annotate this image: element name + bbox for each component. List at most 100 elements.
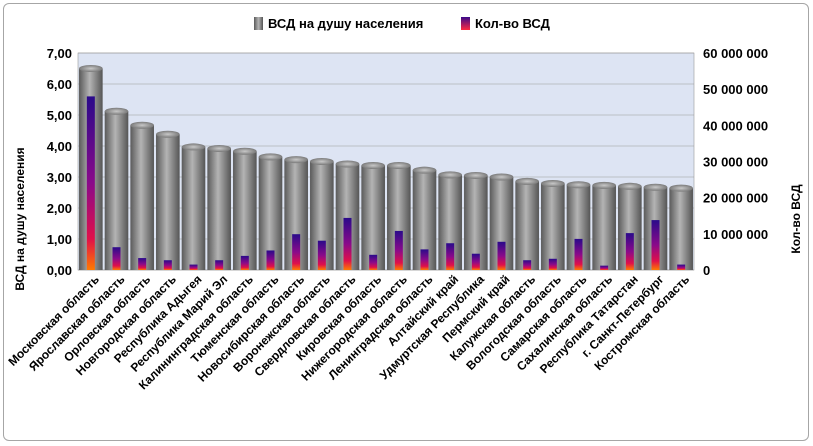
bar-group — [618, 182, 642, 270]
bar-per-capita — [412, 170, 437, 270]
bar-group — [207, 144, 231, 270]
bar-group — [387, 162, 411, 270]
bar-per-capita — [618, 186, 642, 270]
bar-group — [104, 107, 129, 270]
bar-per-capita-cap — [387, 162, 411, 170]
right-tick-label: 20 000 000 — [703, 191, 768, 206]
left-axis-title: ВСД на душу населения — [13, 147, 27, 290]
bar-per-capita — [592, 185, 616, 270]
bar-per-capita — [284, 159, 308, 270]
bar-count — [574, 238, 583, 270]
left-tick-label: 6,00 — [47, 77, 72, 92]
right-tick-label: 60 000 000 — [703, 46, 768, 61]
bar-group — [566, 181, 591, 270]
bar-per-capita-cap — [79, 65, 103, 72]
bar-per-capita-cap — [310, 158, 334, 165]
bar-count — [317, 240, 326, 270]
bar-count — [600, 265, 609, 270]
bar-per-capita-cap — [618, 182, 642, 190]
left-tick-label: 4,00 — [47, 139, 72, 154]
bar-group — [541, 180, 565, 270]
left-tick-label: 2,00 — [47, 201, 72, 216]
bar-group — [515, 177, 539, 270]
bar-per-capita — [464, 175, 488, 270]
bar-count — [497, 241, 506, 270]
bar-per-capita-cap — [361, 162, 385, 170]
bar-per-capita-cap — [515, 177, 539, 185]
bar-count — [420, 249, 429, 270]
legend-swatch-count — [461, 17, 470, 30]
bar-per-capita — [207, 148, 231, 270]
legend-label-per-capita: ВСД на душу населения — [268, 16, 423, 31]
bar-count — [163, 260, 172, 270]
left-tick-label: 3,00 — [47, 170, 72, 185]
bar-count — [548, 258, 557, 270]
bar-per-capita — [489, 177, 514, 270]
left-tick-label: 1,00 — [47, 232, 72, 247]
gridlines — [78, 52, 694, 271]
bar-count — [394, 230, 403, 270]
bar-count — [471, 253, 480, 270]
bar-group — [335, 160, 360, 270]
bar-per-capita-cap — [104, 107, 129, 115]
legend-swatch-per-capita — [254, 17, 263, 30]
bar-group — [464, 171, 488, 270]
bar-per-capita-cap — [592, 181, 616, 189]
bar-per-capita — [233, 151, 257, 270]
bar-per-capita — [669, 188, 693, 270]
bar-count — [292, 234, 301, 270]
bar-group — [592, 181, 616, 270]
right-axis-title: Кол-во ВСД — [789, 184, 803, 254]
plot-area — [77, 52, 695, 271]
bar-count — [112, 247, 121, 270]
bar-group — [310, 158, 334, 270]
bar-per-capita-cap — [643, 183, 668, 191]
bar-count — [523, 260, 532, 270]
bar-per-capita-cap — [284, 156, 308, 164]
bar-count — [651, 220, 660, 270]
left-axis-ticks: 0,00 1,00 2,00 3,00 4,00 5,00 6,00 7,00 — [47, 46, 72, 278]
bar-count — [625, 233, 634, 270]
left-tick-label: 7,00 — [47, 46, 72, 61]
bar-group — [79, 65, 103, 271]
bar-count — [138, 258, 147, 270]
bar-per-capita-cap — [566, 181, 591, 189]
bar-count — [215, 260, 224, 270]
bar-per-capita-cap — [207, 144, 231, 152]
bar-count — [86, 96, 95, 271]
bar-count — [189, 264, 198, 270]
right-tick-label: 10 000 000 — [703, 227, 768, 242]
bar-per-capita-cap — [181, 143, 206, 151]
bar-group — [233, 147, 257, 270]
bar-group — [412, 166, 437, 270]
right-tick-label: 0 — [703, 263, 710, 278]
right-axis-ticks: 0 10 000 000 20 000 000 30 000 000 40 000 00… — [703, 46, 768, 278]
bar-per-capita — [104, 111, 129, 270]
bar-per-capita — [438, 174, 462, 270]
left-tick-label: 0,00 — [47, 263, 72, 278]
bar-per-capita — [566, 184, 591, 270]
bar-per-capita — [387, 165, 411, 270]
bar-group — [130, 121, 154, 270]
bar-per-capita-cap — [156, 130, 180, 138]
bar-group — [284, 156, 308, 270]
bar-per-capita-cap — [438, 171, 462, 179]
bar-per-capita-cap — [541, 180, 565, 188]
bar-per-capita-cap — [464, 171, 488, 179]
bar-count — [369, 254, 378, 270]
bar-per-capita — [541, 183, 565, 270]
bar-group — [489, 173, 514, 270]
bar-per-capita-cap — [258, 153, 283, 161]
bar-group — [643, 183, 668, 270]
bar-group — [361, 162, 385, 270]
right-tick-label: 30 000 000 — [703, 155, 768, 170]
right-tick-label: 40 000 000 — [703, 118, 768, 133]
legend-label-count: Кол-во ВСД — [475, 16, 551, 31]
bar-per-capita-cap — [412, 166, 437, 174]
bar-per-capita — [181, 146, 206, 270]
bar-group — [438, 171, 462, 270]
bar-per-capita — [258, 156, 283, 270]
bar-per-capita-cap — [335, 160, 360, 168]
